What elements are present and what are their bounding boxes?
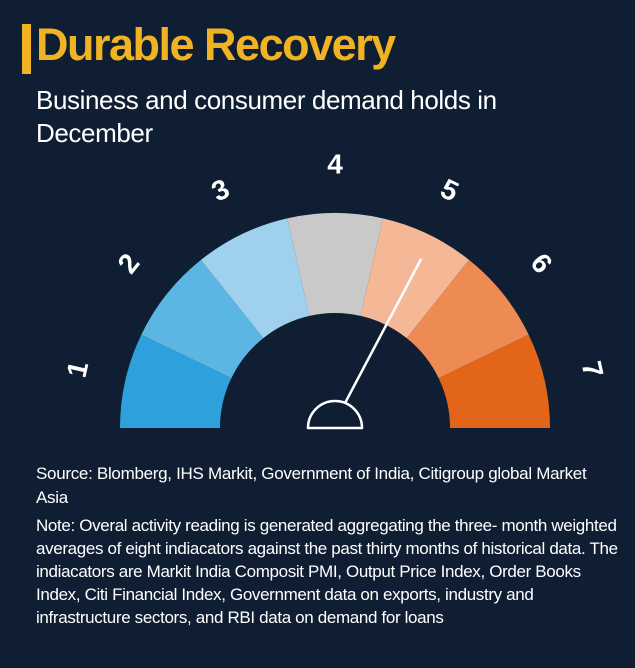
gauge-label-7: 7 xyxy=(576,358,610,380)
gauge-label-5: 5 xyxy=(436,173,463,208)
gauge-label-6: 6 xyxy=(525,248,559,280)
gauge-chart: 1 2 3 4 5 6 7 xyxy=(61,148,610,430)
gauge-label-3: 3 xyxy=(207,173,234,208)
gauge-label-4: 4 xyxy=(327,148,343,179)
gauge-segment-2 xyxy=(141,259,264,379)
gauge-segment-1 xyxy=(120,334,232,428)
gauge-needle xyxy=(333,258,423,423)
gauge-segment-6 xyxy=(406,259,529,379)
note-text: Note: Overal activity reading is generat… xyxy=(36,516,618,627)
gauge-label-1: 1 xyxy=(61,358,95,380)
gauge-needle-hub xyxy=(306,399,364,430)
chart-title: Durable Recovery xyxy=(36,19,396,70)
gauge-segment-7 xyxy=(438,334,550,428)
chart-subtitle: Business and consumer demand holds in De… xyxy=(36,85,497,148)
gauge-segment-4 xyxy=(287,213,383,316)
source-text: Source: Blomberg, IHS Markit, Government… xyxy=(36,464,587,507)
gauge-segment-3 xyxy=(200,218,310,339)
gauge-label-2: 2 xyxy=(112,248,146,280)
gauge-segment-5 xyxy=(360,218,470,339)
title-accent-bar xyxy=(22,24,31,74)
